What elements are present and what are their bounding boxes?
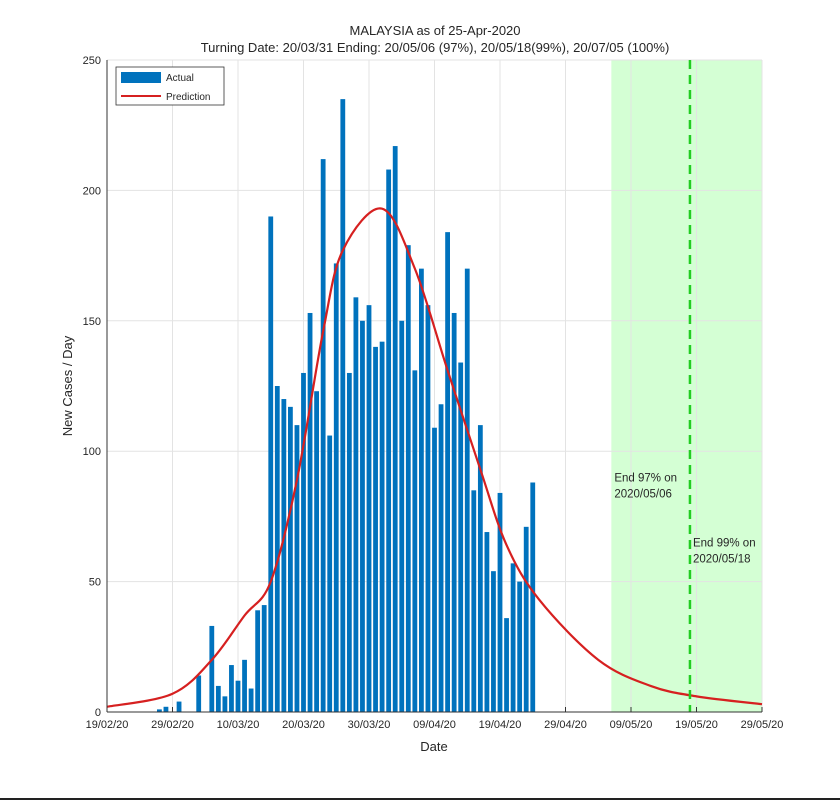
bar-actual — [222, 696, 228, 712]
bar-actual — [294, 425, 300, 712]
bar-actual — [419, 268, 424, 712]
y-axis-label: New Cases / Day — [60, 335, 75, 436]
legend-label-prediction: Prediction — [166, 92, 210, 103]
bar-actual — [248, 688, 254, 712]
bar-actual — [504, 618, 509, 712]
x-axis-label: Date — [420, 739, 447, 754]
bar-actual — [261, 605, 267, 712]
bar-actual — [235, 680, 241, 712]
annotation-2-line: End 99% on — [693, 537, 756, 549]
x-tick-label: 19/04/20 — [479, 719, 522, 731]
bar-actual — [281, 399, 287, 712]
legend: Actual Prediction — [115, 66, 225, 106]
x-tick-label: 29/02/20 — [151, 719, 194, 731]
bar-actual — [346, 372, 352, 712]
bar-actual — [517, 581, 523, 712]
bar-actual — [353, 297, 359, 712]
bar-actual — [379, 341, 385, 712]
y-tick-label: 200 — [83, 185, 101, 197]
bar-actual — [333, 263, 339, 712]
bar-actual — [392, 146, 398, 713]
bar-actual — [320, 159, 326, 712]
bottom-divider — [0, 798, 840, 800]
annotation-1-line: 2020/05/06 — [614, 488, 672, 500]
x-tick-label: 19/02/20 — [86, 719, 129, 731]
bar-actual — [373, 346, 378, 712]
bar-actual — [360, 320, 365, 712]
bar-actual — [445, 232, 450, 713]
legend-label-actual: Actual — [166, 73, 194, 84]
bar-actual — [288, 406, 293, 712]
x-tick-label: 09/04/20 — [413, 719, 456, 731]
chart-subtitle: Turning Date: 20/03/31 Ending: 20/05/06 … — [201, 40, 670, 55]
bar-actual — [340, 99, 346, 713]
bar-actual — [268, 216, 274, 713]
x-tick-label: 30/03/20 — [348, 719, 391, 731]
bar-actual — [510, 563, 516, 712]
bar-actual — [242, 659, 247, 712]
bar-actual — [458, 362, 464, 712]
bar-actual — [196, 675, 202, 712]
bar-actual — [425, 305, 431, 712]
annotation-2-line: 2020/05/18 — [693, 553, 751, 565]
shaded-ending-region — [611, 60, 762, 712]
chart-title: MALAYSIA as of 25-Apr-2020 — [349, 23, 520, 38]
bar-actual — [327, 435, 333, 712]
y-tick-label: 150 — [83, 316, 101, 328]
y-tick-label: 250 — [83, 55, 101, 67]
bar-actual — [274, 386, 280, 712]
bar-actual — [451, 312, 457, 712]
x-tick-label: 29/04/20 — [544, 719, 587, 731]
bar-actual — [301, 372, 306, 712]
bar-actual — [307, 312, 313, 712]
bar-actual — [157, 709, 162, 712]
bar-actual — [477, 425, 483, 712]
x-tick-label: 10/03/20 — [217, 719, 260, 731]
y-tick-label: 50 — [89, 577, 101, 589]
x-tick-label: 29/05/20 — [741, 719, 784, 731]
bar-actual — [523, 526, 529, 712]
bar-actual — [209, 625, 215, 712]
bar-actual — [438, 404, 444, 712]
bar-actual — [176, 701, 182, 712]
legend-swatch-actual — [121, 72, 161, 83]
bar-actual — [255, 610, 261, 712]
bar-actual — [464, 268, 470, 712]
bar-actual — [314, 391, 319, 712]
bar-actual — [471, 490, 477, 712]
bar-actual — [399, 320, 405, 712]
bar-actual — [497, 492, 503, 712]
bar-actual — [386, 169, 392, 712]
bar-actual — [412, 370, 418, 712]
x-tick-label: 20/03/20 — [282, 719, 325, 731]
bar-actual — [491, 571, 496, 712]
x-tick-label: 09/05/20 — [610, 719, 653, 731]
bar-actual — [229, 665, 234, 712]
bar-actual — [405, 245, 411, 712]
bar-actual — [163, 706, 169, 712]
bar-actual — [484, 532, 490, 712]
prediction-line — [106, 207, 763, 708]
bar-actual — [530, 482, 536, 712]
x-tick-label: 19/05/20 — [675, 719, 718, 731]
bar-actual — [432, 427, 437, 712]
bar-actual — [366, 305, 372, 712]
bar-actual — [215, 685, 221, 712]
annotation-1-line: End 97% on — [614, 472, 677, 484]
y-tick-label: 0 — [95, 707, 101, 719]
y-tick-label: 100 — [83, 446, 101, 458]
